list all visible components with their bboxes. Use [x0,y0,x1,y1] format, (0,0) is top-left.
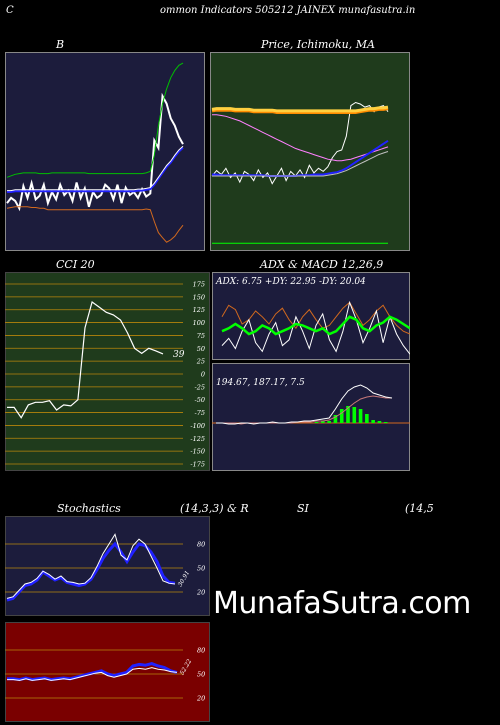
macd-values-label: 194.67, 187.17, 7.5 [216,378,305,388]
macd-histogram-bar [339,409,344,423]
header-title: ommon Indicators 505212 JAINEX munafasut… [160,5,416,16]
rsi-title: SI [297,502,309,515]
adx-plus-dy [221,315,410,336]
macd-histogram-bar [333,415,338,423]
macd-histogram-bar [327,421,331,423]
panel-background [5,516,210,616]
adx-minus-dy [221,301,410,335]
price-series-3 [212,114,389,162]
rsi-tick-label: 20 [196,695,205,703]
cci-tick-label: 75 [197,332,205,340]
bollinger-series-2 [7,147,184,193]
price-series-4 [212,139,389,177]
cci-tick-label: 125 [193,306,205,314]
cci-tick-label: -150 [190,448,205,456]
rsi-tick-label: 50 [197,671,205,679]
bollinger-chart [5,52,205,251]
stoch-tick-label: 20 [196,589,205,597]
bollinger-series-0 [6,92,184,212]
cci-tick-label: 50 [197,345,205,353]
bollinger-title: B [56,38,65,51]
price-series-0 [211,101,389,185]
stoch-d-line [6,533,176,599]
rsi-signal [7,667,178,681]
cci-tick-label: -125 [190,435,205,443]
cci-tick-label: -175 [190,461,205,469]
cci-tick-label: -100 [190,422,205,430]
stoch-tick-label: 50 [197,565,205,573]
cci-last-label: 39 [173,350,185,360]
stoch-tick-label: 80 [197,541,205,549]
macd-histogram-bar [358,409,363,423]
bollinger-series-3 [7,145,184,192]
macd-line [216,384,393,425]
macd-histogram-bar [352,407,357,423]
rsi-tick-label: 80 [197,647,205,655]
price-series-2 [211,105,389,113]
macd-histogram-bar [371,420,375,423]
panel-background [212,272,410,360]
panel-background [5,272,210,471]
macd-chart: 194.67, 187.17, 7.5 [212,363,410,471]
macd-histogram-bar [383,422,388,423]
bollinger-series-1 [6,62,184,178]
stochastics-params: (14,3,3) & R [180,502,249,515]
adx-chart: ADX: 6.75 +DY: 22.95 -DY: 20.04 [212,272,410,360]
macd-histogram-bar [321,421,325,423]
adx-line [221,300,410,355]
price-ma-chart [210,52,410,251]
price-ma-title: Price, Ichimoku, MA [261,38,375,51]
panel-background [5,52,205,251]
cci-tick-label: -50 [195,396,205,404]
macd-histogram-bar [346,406,350,423]
cci-tick-label: -25 [195,383,205,391]
cci-tick-label: 100 [193,319,205,327]
price-series-5 [212,151,389,177]
header-c-letter: C [6,5,14,16]
cci-tick-label: 175 [193,281,205,289]
watermark: MunafaSutra.com [213,586,471,621]
panel-background [210,52,410,251]
stochastics-title: Stochastics [57,502,121,515]
cci-line [7,301,164,419]
cci-tick-label: -75 [195,409,205,417]
bollinger-series-4 [6,206,184,243]
panel-background [212,363,410,471]
cci-chart: 175 150 125 100 75 50 25 0 -25 -50 -75 -100 -125 -150… [5,272,210,471]
rsi-line [7,662,178,682]
cci-tick-label: 0 [201,371,205,379]
adx-values-label: ADX: 6.75 +DY: 22.95 -DY: 20.04 [215,277,366,287]
cci-title: CCI 20 [56,258,95,271]
adx-title: ADX & MACD 12,26,9 [260,258,384,271]
rsi-params: (14,5 [405,502,434,515]
macd-histogram-bar [377,421,382,423]
macd-histogram-bar [365,414,369,423]
cci-tick-label: 25 [196,358,205,366]
macd-histogram-bar [314,422,319,423]
cci-tick-label: 150 [193,293,205,301]
